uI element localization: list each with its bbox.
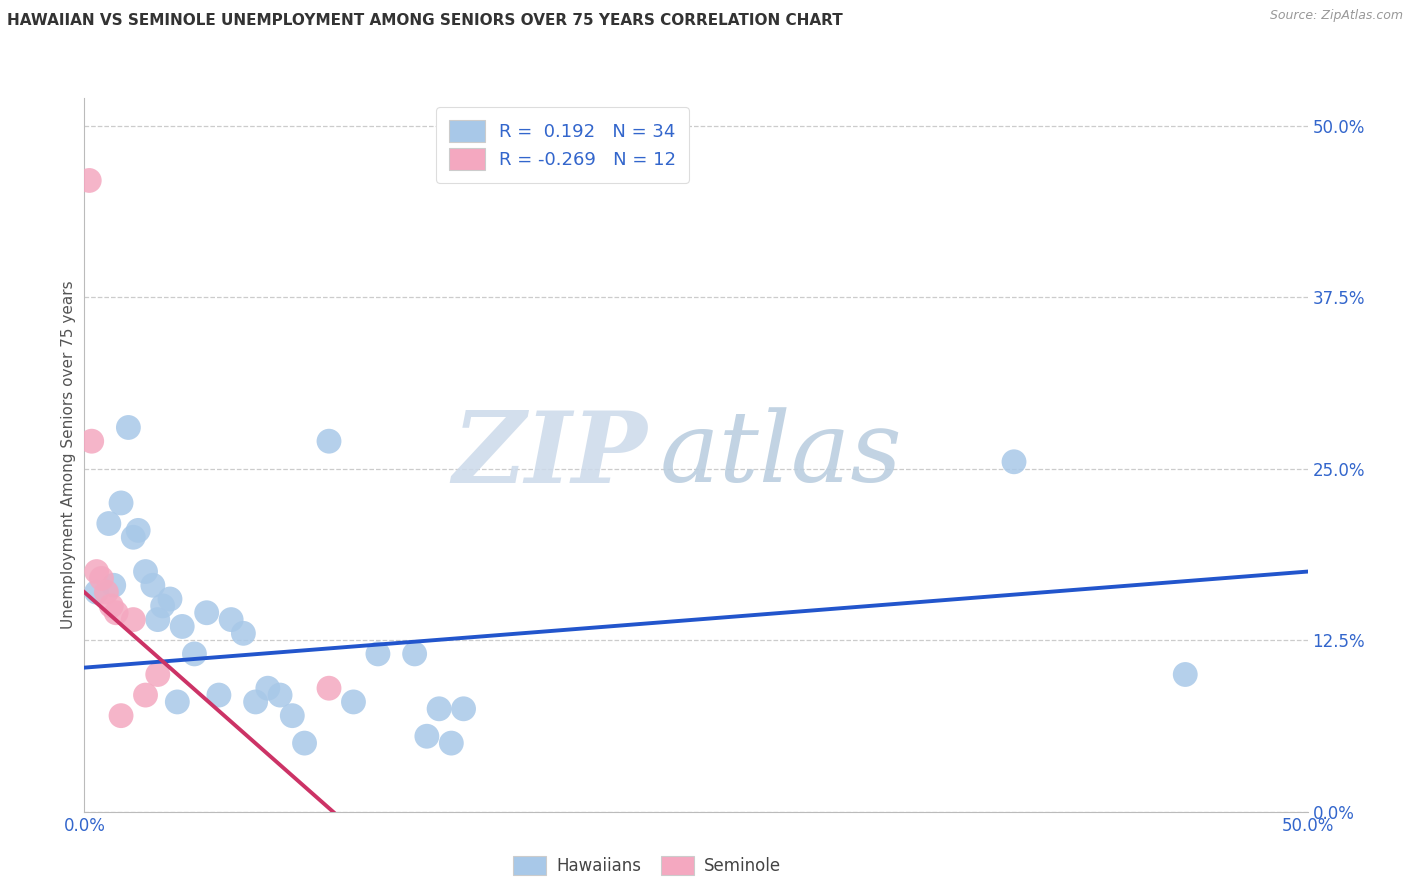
Point <box>96 585 118 599</box>
Point <box>208 688 231 702</box>
Point <box>86 565 108 579</box>
Point <box>117 420 139 434</box>
Point <box>367 647 389 661</box>
Point <box>245 695 267 709</box>
Point <box>318 434 340 449</box>
Point <box>105 606 128 620</box>
Point <box>110 496 132 510</box>
Legend: Hawaiians, Seminole: Hawaiians, Seminole <box>506 849 789 882</box>
Point <box>110 708 132 723</box>
Point <box>142 578 165 592</box>
Point <box>103 578 125 592</box>
Point <box>281 708 304 723</box>
Point <box>342 695 364 709</box>
Text: ZIP: ZIP <box>453 407 647 503</box>
Point <box>97 516 120 531</box>
Point <box>146 667 169 681</box>
Point <box>90 571 112 585</box>
Point <box>86 585 108 599</box>
Point <box>159 592 181 607</box>
Point <box>77 173 100 187</box>
Point <box>257 681 280 696</box>
Text: atlas: atlas <box>659 408 903 502</box>
Y-axis label: Unemployment Among Seniors over 75 years: Unemployment Among Seniors over 75 years <box>60 281 76 629</box>
Point <box>135 688 157 702</box>
Point <box>219 613 242 627</box>
Point <box>100 599 122 613</box>
Point <box>146 613 169 627</box>
Point <box>404 647 426 661</box>
Point <box>166 695 188 709</box>
Point <box>152 599 174 613</box>
Text: Source: ZipAtlas.com: Source: ZipAtlas.com <box>1270 9 1403 22</box>
Point <box>122 530 145 544</box>
Point <box>80 434 103 449</box>
Point <box>172 619 194 633</box>
Point <box>122 613 145 627</box>
Text: HAWAIIAN VS SEMINOLE UNEMPLOYMENT AMONG SENIORS OVER 75 YEARS CORRELATION CHART: HAWAIIAN VS SEMINOLE UNEMPLOYMENT AMONG … <box>7 13 842 29</box>
Point <box>416 729 439 743</box>
Point <box>135 565 157 579</box>
Point <box>195 606 218 620</box>
Point <box>318 681 340 696</box>
Point <box>427 702 450 716</box>
Point <box>1002 455 1025 469</box>
Point <box>440 736 463 750</box>
Point <box>183 647 205 661</box>
Point <box>453 702 475 716</box>
Point <box>232 626 254 640</box>
Point <box>127 524 149 538</box>
Point <box>294 736 316 750</box>
Point <box>1174 667 1197 681</box>
Point <box>269 688 291 702</box>
